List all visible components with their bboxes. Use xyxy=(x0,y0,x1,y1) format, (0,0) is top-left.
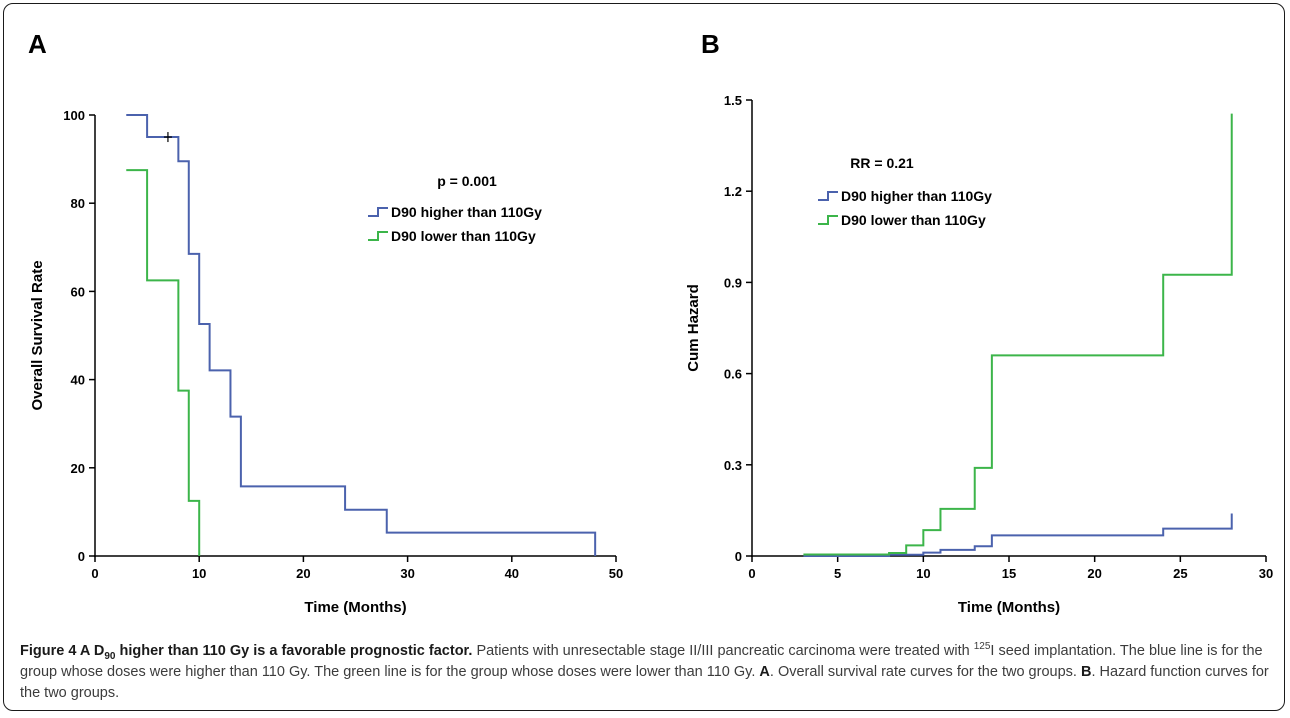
x-tick-label: 20 xyxy=(1087,566,1101,581)
legend-label-b-1: D90 lower than 110Gy xyxy=(841,212,986,228)
legend-swatch-a-1 xyxy=(368,231,388,241)
y-tick-label: 80 xyxy=(71,196,85,211)
series-line-b-1 xyxy=(803,113,1233,556)
x-tick-label: 50 xyxy=(609,566,623,581)
x-tick-label: 40 xyxy=(505,566,519,581)
y-tick-label: 0 xyxy=(78,549,85,564)
y-tick-label: 0 xyxy=(735,549,742,564)
panel-label-b: B xyxy=(701,29,720,59)
series-line-a-0 xyxy=(126,114,597,556)
legend-label-a-0: D90 higher than 110Gy xyxy=(391,204,542,220)
x-axis-title-a: Time (Months) xyxy=(304,599,406,616)
x-axis-title-b: Time (Months) xyxy=(958,599,1060,616)
caption-title: Figure 4 A D90 higher than 110 Gy is a f… xyxy=(20,643,473,662)
y-axis-title-b: Cum Hazard xyxy=(685,284,702,372)
legend-label-b-0: D90 higher than 110Gy xyxy=(841,188,992,204)
figure-frame xyxy=(3,3,1285,711)
x-tick-label: 20 xyxy=(296,566,310,581)
x-tick-label: 25 xyxy=(1173,566,1187,581)
series-line-a-1 xyxy=(126,169,201,556)
caption-title-post: higher than 110 Gy is a favorable progno… xyxy=(115,643,473,659)
x-tick-label: 10 xyxy=(192,566,206,581)
legend-swatch-a-0 xyxy=(368,207,388,217)
caption-text-a: . Overall survival rate curves for the t… xyxy=(769,664,1081,680)
x-tick-label: 30 xyxy=(400,566,414,581)
stat-annotation-b: RR = 0.21 xyxy=(850,155,914,171)
y-tick-label: 1.5 xyxy=(724,93,742,108)
x-tick-label: 30 xyxy=(1259,566,1273,581)
y-tick-label: 0.6 xyxy=(724,367,742,382)
figure-caption: Figure 4 A D90 higher than 110 Gy is a f… xyxy=(20,641,1272,704)
caption-sup: 125 xyxy=(973,641,991,653)
panel-label-a: A xyxy=(28,29,47,59)
caption-label-a: A xyxy=(759,664,770,680)
chart-panel-a: A 0 10 20 30 40 50 0 20 40 60 80 100 Time (Months) Ove… xyxy=(28,29,623,616)
stat-annotation-a: p = 0.001 xyxy=(437,173,497,189)
caption-text-1: Patients with unresectable stage II/III … xyxy=(472,643,974,659)
caption-title-sub: 90 xyxy=(104,650,116,662)
y-tick-label: 1.2 xyxy=(724,184,742,199)
legend-label-a-1: D90 lower than 110Gy xyxy=(391,228,536,244)
y-tick-label: 100 xyxy=(63,108,85,123)
y-tick-label: 0.3 xyxy=(724,458,742,473)
x-tick-label: 15 xyxy=(1002,566,1016,581)
legend-swatch-b-0 xyxy=(818,191,838,201)
x-tick-label: 5 xyxy=(834,566,841,581)
x-tick-label: 0 xyxy=(91,566,98,581)
y-axis-title-a: Overall Survival Rate xyxy=(29,260,46,410)
series-line-b-0 xyxy=(803,513,1233,557)
legend-swatch-b-1 xyxy=(818,215,838,225)
caption-title-pre: Figure 4 A D xyxy=(20,643,105,659)
x-tick-label: 0 xyxy=(748,566,755,581)
caption-text-2: I seed implantation. The blue line is fo… xyxy=(20,643,1263,680)
chart-panel-b: B 0 5 10 15 20 25 30 0 0.3 0.6 0.9 1.2 1.5 Time (Month… xyxy=(685,29,1273,616)
y-tick-label: 40 xyxy=(71,373,85,388)
caption-label-b: B xyxy=(1080,664,1092,680)
y-tick-label: 60 xyxy=(71,284,85,299)
y-tick-label: 0.9 xyxy=(724,275,742,290)
y-tick-label: 20 xyxy=(71,461,85,476)
caption-text-b: . Hazard function curves for the two gro… xyxy=(20,664,1269,701)
x-tick-label: 10 xyxy=(916,566,930,581)
